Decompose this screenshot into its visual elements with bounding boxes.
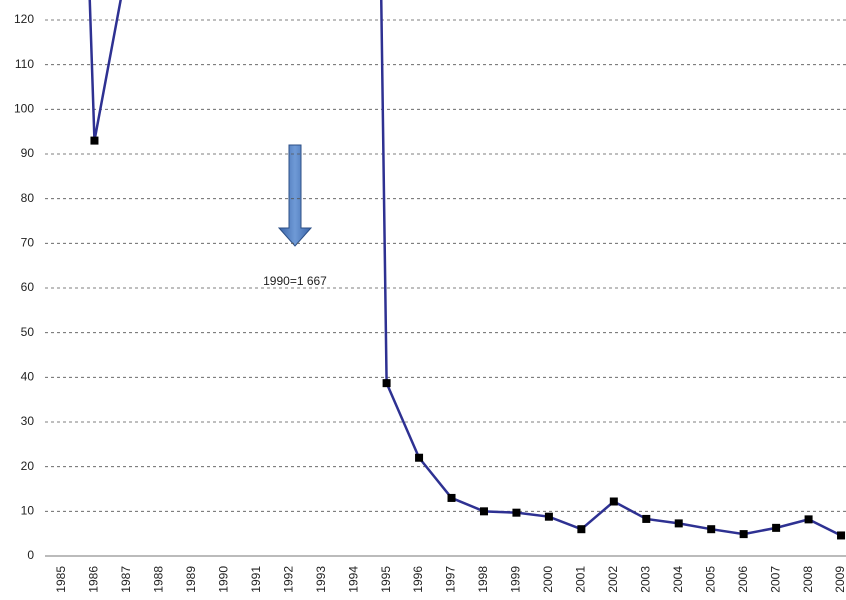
x-tick-label: 2006 bbox=[736, 566, 750, 593]
x-tick-label: 2005 bbox=[703, 566, 717, 593]
marker bbox=[382, 379, 391, 388]
annotation: 1990=1 667 bbox=[263, 274, 327, 288]
marker bbox=[609, 497, 618, 506]
marker bbox=[837, 531, 846, 540]
x-tick-label: 2003 bbox=[638, 566, 652, 593]
x-tick-label: 1985 bbox=[54, 566, 68, 593]
y-tick-label: 120 bbox=[14, 12, 34, 26]
marker bbox=[674, 519, 683, 528]
x-tick-label: 1992 bbox=[281, 566, 295, 593]
y-tick-label: 100 bbox=[14, 102, 34, 116]
x-tick-label: 1990 bbox=[216, 566, 230, 593]
x-tick-label: 1991 bbox=[249, 566, 263, 593]
marker bbox=[577, 525, 586, 534]
marker bbox=[804, 515, 813, 524]
x-tick-label: 2000 bbox=[541, 566, 555, 593]
y-tick-label: 30 bbox=[21, 414, 35, 428]
y-tick-label: 90 bbox=[21, 146, 35, 160]
y-tick-label: 40 bbox=[21, 370, 35, 384]
x-tick-label: 1987 bbox=[119, 566, 133, 593]
y-tick-label: 80 bbox=[21, 191, 35, 205]
marker bbox=[707, 525, 716, 534]
x-tick-label: 1995 bbox=[379, 566, 393, 593]
plot-area bbox=[88, 0, 846, 540]
marker bbox=[512, 508, 521, 517]
marker bbox=[772, 523, 781, 532]
x-tick-label: 2001 bbox=[574, 566, 588, 593]
marker bbox=[90, 136, 99, 145]
arrow bbox=[277, 144, 313, 247]
y-tick-label: 50 bbox=[21, 325, 35, 339]
x-tick-label: 2008 bbox=[801, 566, 815, 593]
marker bbox=[447, 493, 456, 502]
line bbox=[88, 0, 842, 537]
x-tick-label: 1999 bbox=[509, 566, 523, 593]
x-tick-label: 1994 bbox=[346, 566, 360, 593]
y-tick-label: 60 bbox=[21, 280, 35, 294]
x-tick-label: 1988 bbox=[152, 566, 166, 593]
marker bbox=[739, 530, 748, 539]
x-tick-label: 2007 bbox=[768, 566, 782, 593]
marker bbox=[642, 514, 651, 523]
y-tick-label: 10 bbox=[21, 504, 35, 518]
x-tick-label: 2002 bbox=[606, 566, 620, 593]
marker bbox=[544, 512, 553, 521]
marker bbox=[479, 507, 488, 516]
x-tick-label: 2004 bbox=[671, 566, 685, 593]
y-tick-label: 110 bbox=[15, 57, 34, 71]
x-tick-label: 1998 bbox=[476, 566, 490, 593]
x-tick-label: 1986 bbox=[87, 566, 101, 593]
x-tick-label: 1989 bbox=[184, 566, 198, 593]
x-tick-label: 1993 bbox=[314, 566, 328, 593]
y-tick-label: 20 bbox=[21, 459, 35, 473]
x-tick-label: 2009 bbox=[833, 566, 846, 593]
marker bbox=[415, 453, 424, 462]
y-tick-label: 70 bbox=[21, 236, 35, 250]
x-tick-label: 1996 bbox=[411, 566, 425, 593]
y-tick-label: 0 bbox=[27, 548, 34, 562]
x-tick-label: 1997 bbox=[444, 566, 458, 593]
